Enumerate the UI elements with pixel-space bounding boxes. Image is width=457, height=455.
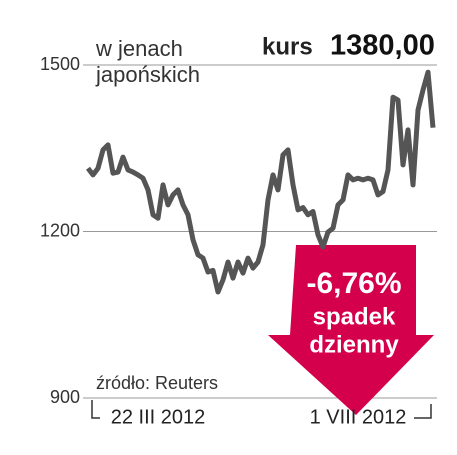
- y-tick-label: 1200: [40, 220, 80, 240]
- price-line: [85, 69, 436, 295]
- price: 1380,00: [330, 30, 435, 62]
- x-tick-label: 22 III 2012: [111, 406, 206, 428]
- y-tick-label: 1500: [40, 54, 80, 74]
- unit-label: japońskich: [95, 62, 200, 87]
- arrow: [268, 245, 434, 415]
- unit-label: w jenach: [95, 36, 183, 61]
- annotation: spadek: [313, 303, 396, 330]
- price-label: kurs: [262, 33, 313, 60]
- annotation: -6,76%: [306, 267, 401, 300]
- x-axis-bracket: [91, 400, 432, 419]
- source: źródło: Reuters: [96, 373, 218, 393]
- y-tick-label: 900: [50, 387, 80, 407]
- x-tick-label: 1 VIII 2012: [310, 406, 407, 428]
- annotation: dzienny: [309, 331, 399, 358]
